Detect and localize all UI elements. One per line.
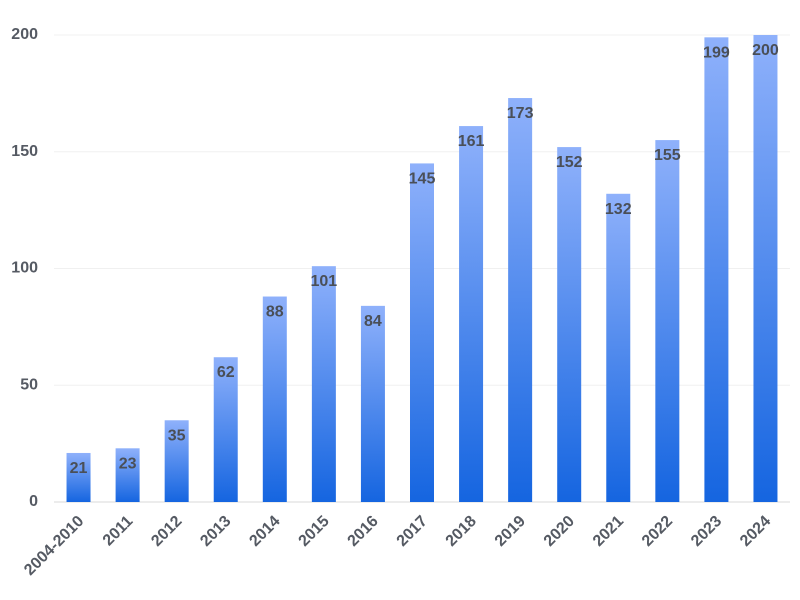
y-tick-label: 200 bbox=[11, 26, 38, 43]
x-tick-label: 2020 bbox=[541, 513, 578, 550]
data-labels: 21 23 35 62 88 101 84 145 161 173 152 132 155 199 200 bbox=[70, 42, 779, 477]
bar bbox=[508, 98, 533, 503]
bar bbox=[360, 305, 385, 502]
bar bbox=[262, 296, 287, 502]
x-tick-label: 2023 bbox=[688, 513, 725, 550]
bar bbox=[655, 140, 680, 502]
x-tick-label: 2021 bbox=[590, 513, 627, 550]
y-tick-label: 100 bbox=[11, 260, 38, 277]
data-label: 155 bbox=[654, 147, 681, 164]
x-tick-label: 2024 bbox=[737, 513, 774, 550]
x-tick-label: 2016 bbox=[345, 513, 382, 550]
y-axis-tick-labels: 0 50 100 150 200 bbox=[11, 26, 38, 510]
x-tick-label: 2014 bbox=[246, 513, 283, 550]
bars bbox=[66, 35, 778, 503]
bar bbox=[704, 37, 729, 503]
x-tick-label: 2019 bbox=[492, 513, 529, 550]
data-label: 62 bbox=[217, 364, 235, 381]
data-label: 101 bbox=[311, 273, 338, 290]
bar bbox=[115, 448, 140, 502]
bar bbox=[459, 126, 484, 502]
data-label: 132 bbox=[605, 201, 632, 218]
x-tick-label: 2013 bbox=[197, 513, 234, 550]
data-label: 199 bbox=[703, 44, 730, 61]
data-label: 152 bbox=[556, 154, 583, 171]
data-label: 200 bbox=[752, 42, 779, 59]
y-tick-label: 50 bbox=[20, 376, 38, 393]
bar bbox=[606, 193, 631, 502]
bar bbox=[557, 147, 582, 502]
y-tick-label: 0 bbox=[29, 493, 38, 510]
bar bbox=[311, 266, 336, 502]
data-label: 23 bbox=[119, 455, 137, 472]
x-tick-label: 2011 bbox=[100, 513, 137, 550]
x-tick-label: 2004-2010 bbox=[21, 513, 87, 579]
data-label: 35 bbox=[168, 427, 186, 444]
data-label: 161 bbox=[458, 133, 485, 150]
x-tick-label: 2022 bbox=[639, 513, 676, 550]
data-label: 173 bbox=[507, 105, 534, 122]
x-tick-label: 2015 bbox=[296, 513, 333, 550]
x-tick-label: 2017 bbox=[394, 513, 431, 550]
x-axis-tick-labels: 2004-2010 2011 2012 2013 2014 2015 2016 2017 201… bbox=[21, 513, 774, 579]
bar bbox=[66, 452, 91, 502]
data-label: 84 bbox=[364, 313, 382, 330]
data-label: 145 bbox=[409, 170, 436, 187]
bar bbox=[753, 35, 778, 502]
data-label: 21 bbox=[70, 460, 88, 477]
data-label: 88 bbox=[266, 304, 284, 321]
y-tick-label: 150 bbox=[11, 143, 38, 160]
bar bbox=[410, 163, 434, 503]
x-tick-label: 2018 bbox=[443, 513, 480, 550]
x-tick-label: 2012 bbox=[148, 513, 185, 550]
bar bbox=[164, 420, 189, 502]
bar bbox=[213, 357, 238, 502]
